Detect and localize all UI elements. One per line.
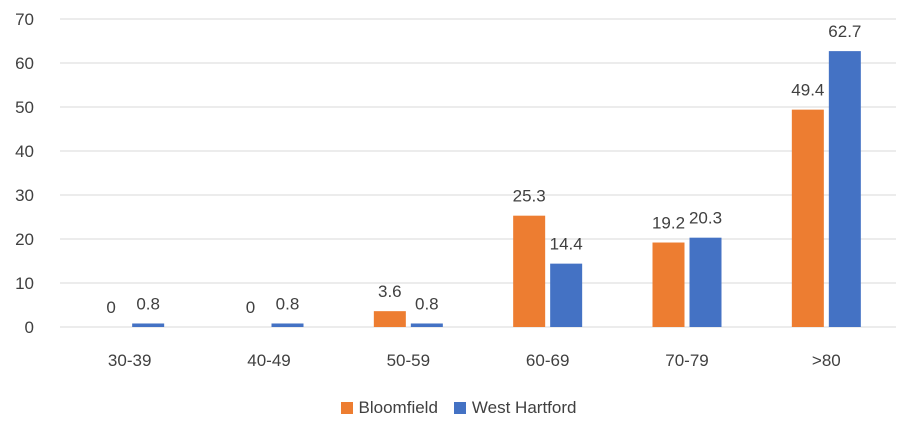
data-label: 25.3 bbox=[513, 187, 546, 206]
x-tick-label: 60-69 bbox=[526, 351, 569, 370]
x-tick-label: 30-39 bbox=[108, 351, 151, 370]
bar-west-hartford-70-79 bbox=[689, 237, 722, 327]
data-label: 0.8 bbox=[276, 294, 300, 313]
legend-swatch-west-hartford bbox=[453, 402, 466, 414]
y-tick-label: 50 bbox=[15, 98, 34, 117]
y-tick-label: 40 bbox=[15, 142, 34, 161]
y-tick-label: 60 bbox=[15, 54, 34, 73]
data-label: 49.4 bbox=[791, 81, 824, 100]
y-tick-label: 10 bbox=[15, 274, 34, 293]
legend-swatch-bloomfield bbox=[340, 402, 353, 414]
bar-west-hartford-50-59 bbox=[410, 323, 443, 327]
bar-bloomfield-60-69 bbox=[513, 215, 546, 327]
y-tick-label: 20 bbox=[15, 230, 34, 249]
x-tick-label: 50-59 bbox=[387, 351, 430, 370]
legend-item-west-hartford: West Hartford bbox=[453, 398, 577, 418]
data-label: 14.4 bbox=[550, 235, 583, 254]
bar-west-hartford-40-49 bbox=[271, 323, 304, 327]
y-tick-label: 0 bbox=[25, 318, 34, 337]
x-tick-label: 70-79 bbox=[665, 351, 708, 370]
y-tick-label: 70 bbox=[15, 10, 34, 29]
data-label: 0 bbox=[106, 298, 115, 317]
legend-label-bloomfield: Bloomfield bbox=[358, 398, 438, 417]
y-tick-label: 30 bbox=[15, 186, 34, 205]
legend-label-west-hartford: West Hartford bbox=[471, 398, 577, 417]
x-tick-label: >80 bbox=[812, 351, 841, 370]
bar-west-hartford-60-69 bbox=[550, 263, 583, 327]
legend: Bloomfield West Hartford bbox=[0, 398, 917, 418]
x-tick-label: 40-49 bbox=[247, 351, 290, 370]
legend-item-bloomfield: Bloomfield bbox=[340, 398, 438, 418]
data-label: 19.2 bbox=[652, 214, 685, 233]
bar-bloomfield-70-79 bbox=[652, 242, 685, 327]
data-label: 0 bbox=[246, 298, 255, 317]
data-label: 0.8 bbox=[136, 294, 160, 313]
bar-west-hartford->80 bbox=[828, 51, 861, 328]
data-label: 3.6 bbox=[378, 282, 402, 301]
data-label: 20.3 bbox=[689, 209, 722, 228]
bar-bloomfield->80 bbox=[791, 109, 824, 327]
bar-west-hartford-30-39 bbox=[132, 323, 165, 327]
data-label: 0.8 bbox=[415, 294, 439, 313]
data-label: 62.7 bbox=[828, 22, 861, 41]
bar-bloomfield-50-59 bbox=[373, 311, 406, 327]
